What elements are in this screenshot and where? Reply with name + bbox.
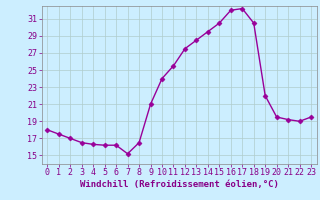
X-axis label: Windchill (Refroidissement éolien,°C): Windchill (Refroidissement éolien,°C) xyxy=(80,180,279,189)
